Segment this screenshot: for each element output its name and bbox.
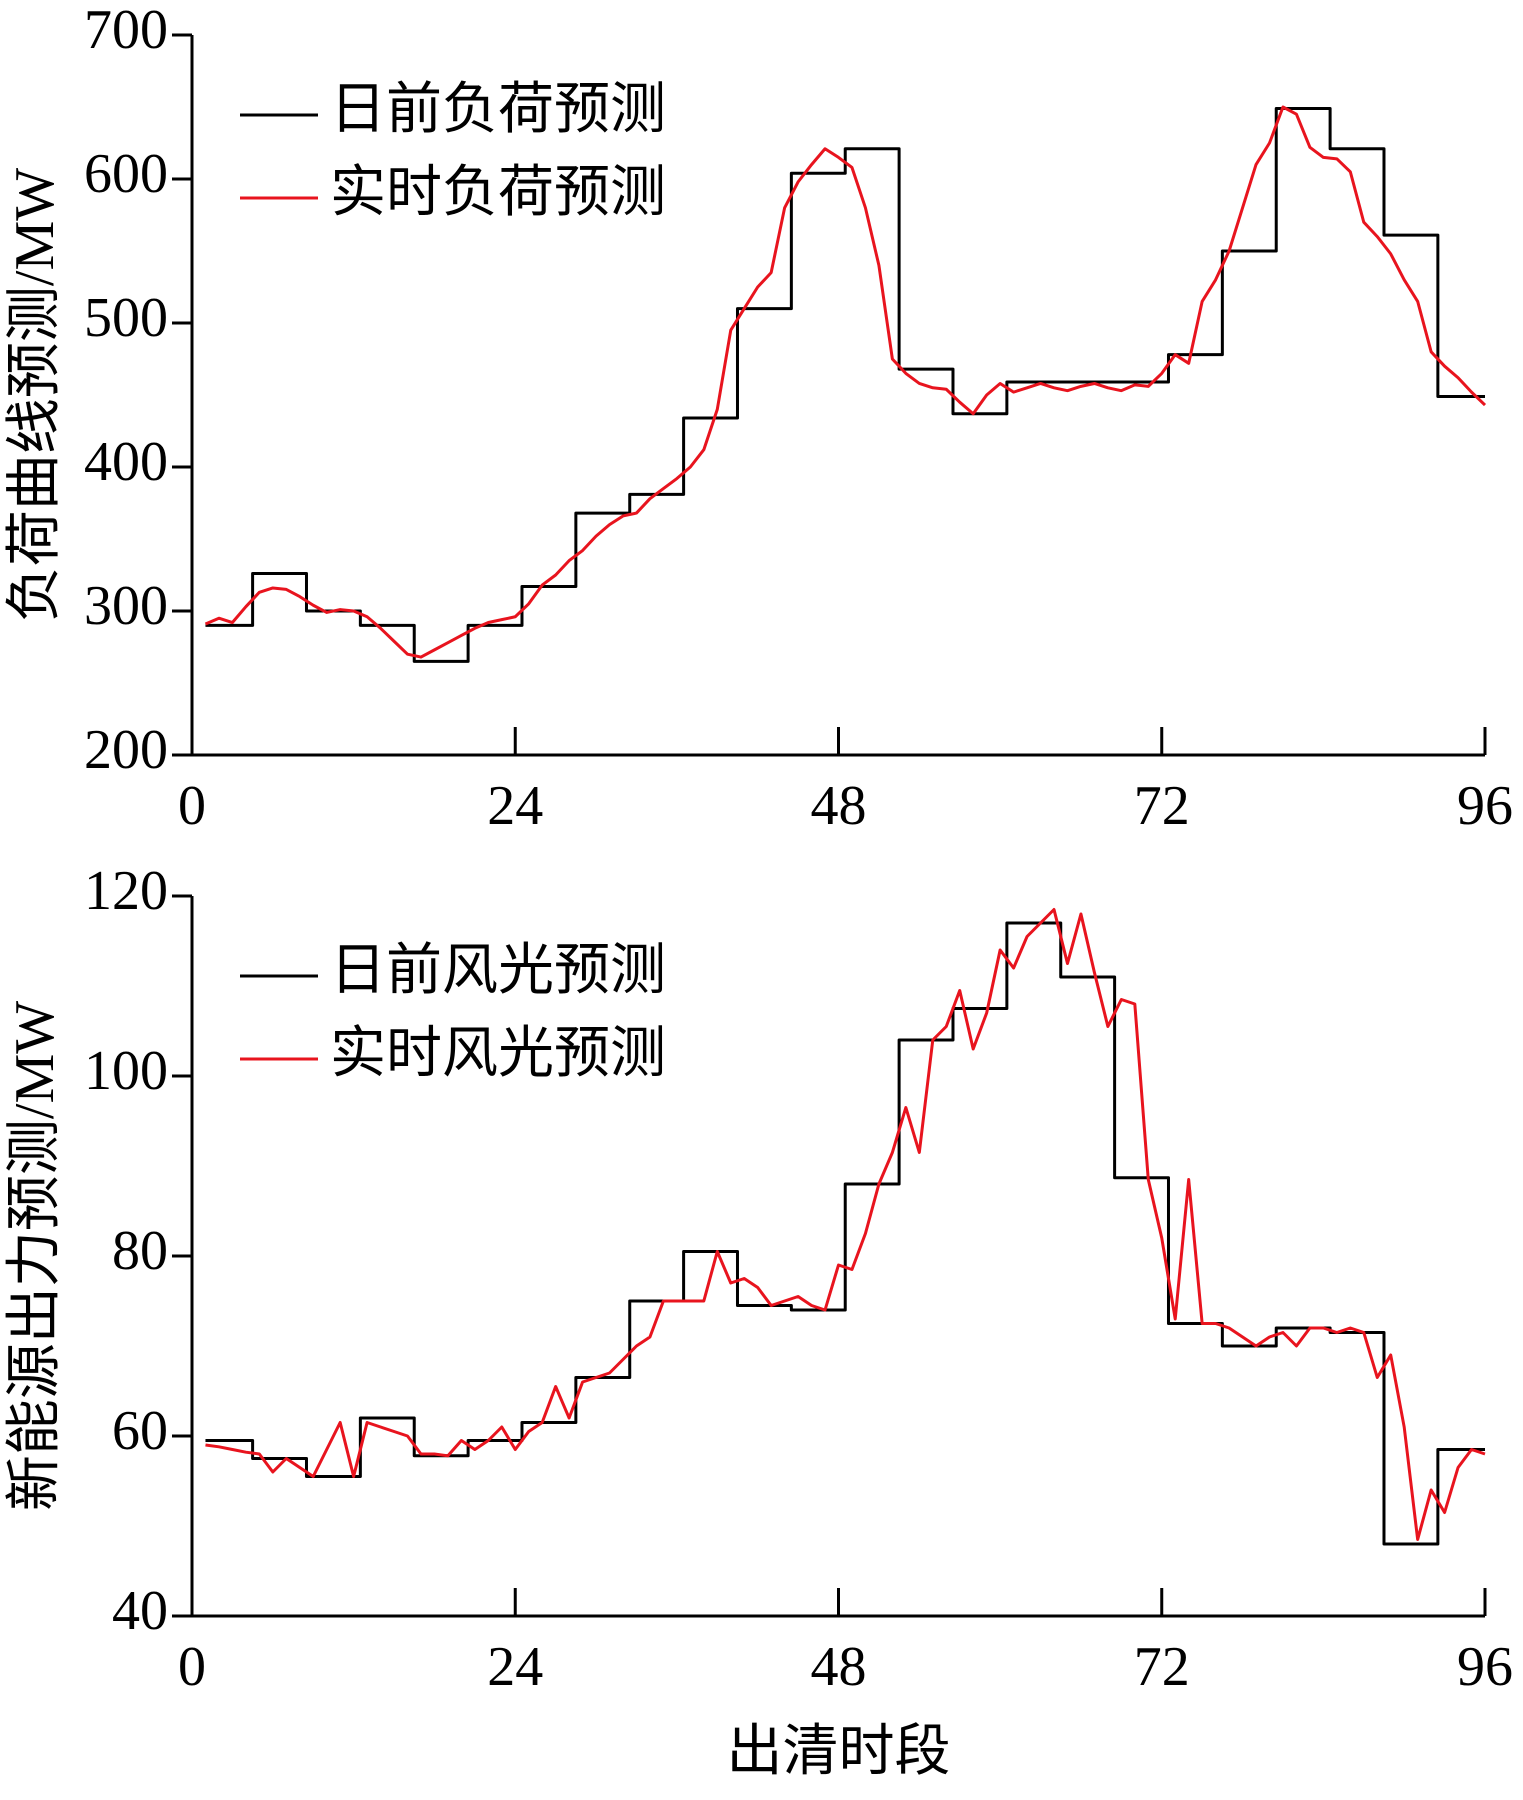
x-axis-label: 出清时段 [727, 1721, 951, 1783]
y-tick-label: 40 [112, 1580, 168, 1642]
y-tick-label: 500 [84, 287, 168, 349]
y-tick-label: 60 [112, 1400, 168, 1462]
y-tick-label: 600 [84, 143, 168, 205]
series-line [205, 921, 1485, 1546]
x-tick-label: 24 [487, 775, 543, 837]
series-line [205, 908, 1486, 1541]
x-tick-label: 24 [487, 1636, 543, 1698]
series-line [204, 105, 1487, 659]
x-tick-label: 72 [1134, 1636, 1190, 1698]
y-tick-label: 300 [84, 575, 168, 637]
x-tick-label: 0 [178, 775, 206, 837]
y-tick-label: 120 [84, 860, 168, 922]
x-tick-label: 72 [1134, 775, 1190, 837]
y-tick-label: 100 [84, 1040, 168, 1102]
series-line [205, 106, 1485, 663]
x-tick-label: 48 [811, 1636, 867, 1698]
y-tick-label: 700 [84, 0, 168, 61]
legend-label: 实时负荷预测 [330, 162, 666, 224]
x-tick-label: 0 [178, 1636, 206, 1698]
legend-label: 日前风光预测 [330, 940, 666, 1002]
legend-label: 日前负荷预测 [330, 79, 666, 141]
y-tick-label: 200 [84, 719, 168, 781]
x-tick-label: 96 [1457, 775, 1513, 837]
y-tick-label: 80 [112, 1220, 168, 1282]
y-axis-label: 新能源出力预测/MW [4, 1001, 66, 1511]
x-tick-label: 48 [811, 775, 867, 837]
x-tick-label: 96 [1457, 1636, 1513, 1698]
y-tick-label: 400 [84, 431, 168, 493]
y-axis-label: 负荷曲线预测/MW [4, 168, 66, 622]
legend-label: 实时风光预测 [330, 1023, 666, 1085]
